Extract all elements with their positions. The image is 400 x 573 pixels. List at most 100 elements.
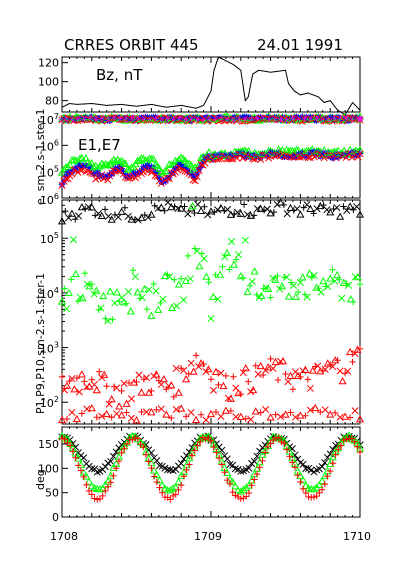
proton-marker-green <box>67 276 75 283</box>
angle-marker-black <box>299 460 307 468</box>
angle-marker-red <box>243 493 250 500</box>
proton-marker-black <box>326 208 335 216</box>
angle-marker-green <box>299 476 308 484</box>
proton-marker-green <box>83 280 91 288</box>
e7-marker-blue <box>195 166 203 173</box>
angle-marker-red <box>83 481 90 489</box>
e7-marker-blue <box>84 162 92 170</box>
proton-marker-green <box>229 260 238 268</box>
proton-marker-green <box>250 267 259 275</box>
proton-marker-green <box>284 292 293 300</box>
proton-marker-red <box>353 345 362 353</box>
proton-marker-red <box>278 357 288 365</box>
proton-marker-black <box>306 204 315 212</box>
proton-marker-red <box>58 373 66 381</box>
proton-marker-red <box>60 386 69 394</box>
proton-marker-black <box>243 210 251 219</box>
angle-marker-red <box>186 461 193 468</box>
proton-marker-green <box>294 288 302 296</box>
proton-marker-green <box>188 201 197 210</box>
proton-marker-black <box>253 205 261 213</box>
proton-marker-green <box>239 274 247 282</box>
proton-marker-red-low <box>311 403 320 412</box>
proton-marker-green <box>61 285 68 292</box>
proton-marker-green <box>324 283 332 291</box>
proton-marker-red <box>163 386 170 393</box>
angle-marker-green <box>174 477 183 485</box>
angle-marker-red <box>183 466 190 474</box>
proton-marker-green <box>150 280 157 288</box>
proton-marker-red <box>346 347 355 356</box>
proton-marker-red <box>308 366 317 374</box>
angle-marker-red <box>248 482 255 489</box>
angle-marker-green <box>185 454 194 462</box>
angle-marker-red <box>232 492 239 499</box>
angle-marker-red <box>215 454 223 462</box>
proton-marker-green <box>173 302 181 310</box>
angle-marker-green <box>85 477 94 485</box>
proton-marker-green <box>111 299 119 307</box>
e7-marker-blue <box>128 172 135 180</box>
angle-marker-red <box>66 442 74 449</box>
angle-marker-red <box>112 465 120 472</box>
proton-marker-green <box>97 304 105 312</box>
proton-marker-green <box>219 263 226 270</box>
angle-marker-green <box>155 476 164 484</box>
proton-marker-red <box>189 367 198 375</box>
proton-marker-red-low <box>113 410 121 418</box>
proton-marker-green <box>303 293 311 301</box>
proton-marker-red <box>215 381 222 389</box>
angle-marker-red <box>80 473 87 481</box>
angle-marker-red <box>299 485 307 493</box>
e7-marker-blue <box>80 161 88 169</box>
proton-marker-red <box>237 390 244 398</box>
e7-marker-blue <box>285 153 292 161</box>
proton-marker-red <box>245 378 252 385</box>
proton-marker-green <box>109 316 116 323</box>
angle-marker-black <box>231 465 239 473</box>
proton-marker-red <box>217 369 225 377</box>
proton-ytick-label-2: 102 <box>40 395 59 410</box>
proton-marker-green <box>216 270 225 278</box>
proton-marker-red-low <box>117 411 126 419</box>
proton-marker-red <box>222 372 230 380</box>
proton-marker-red <box>286 371 295 380</box>
proton-marker-red <box>118 387 125 395</box>
panels-group: 80 100 120 Bz, nT 105 106 107 106 E1,E7 e, sm-2.s… <box>34 56 365 524</box>
proton-marker-red <box>133 378 140 386</box>
electron-ytick-label-7: 107 <box>40 112 59 127</box>
e7-marker-green <box>105 160 114 168</box>
e7-marker-blue <box>58 181 66 188</box>
proton-marker-red <box>344 367 352 375</box>
angle-marker-red <box>340 436 347 444</box>
e7-marker-blue <box>221 152 229 159</box>
e7-marker-blue <box>108 171 115 178</box>
proton-marker-black <box>201 203 208 211</box>
proton-marker-red <box>159 374 168 383</box>
angle-marker-green <box>315 480 324 489</box>
proton-marker-green <box>104 317 112 325</box>
angle-marker-red <box>205 434 212 442</box>
proton-marker-red <box>152 370 161 378</box>
proton-marker-black <box>107 215 116 223</box>
angle-marker-red <box>104 483 112 490</box>
e7-marker-blue <box>199 158 207 166</box>
e7-marker-red <box>62 175 70 183</box>
proton-marker-black <box>310 210 317 217</box>
angle-marker-red <box>251 476 258 483</box>
proton-marker-red <box>293 371 302 380</box>
proton-marker-red <box>174 388 183 396</box>
proton-marker-black <box>164 198 172 206</box>
e7-marker-green <box>278 146 287 154</box>
e7-marker-green <box>165 160 174 168</box>
angle-marker-red <box>343 436 350 443</box>
proton-marker-green <box>71 269 80 278</box>
title-right: 24.01 1991 <box>257 36 343 54</box>
proton-marker-green <box>236 271 245 280</box>
angle-marker-red <box>202 435 209 443</box>
bz-ytick-label-120: 120 <box>38 57 59 70</box>
e7-marker-green <box>151 160 160 169</box>
angle-marker-red <box>221 469 228 476</box>
proton-marker-green <box>124 288 133 296</box>
